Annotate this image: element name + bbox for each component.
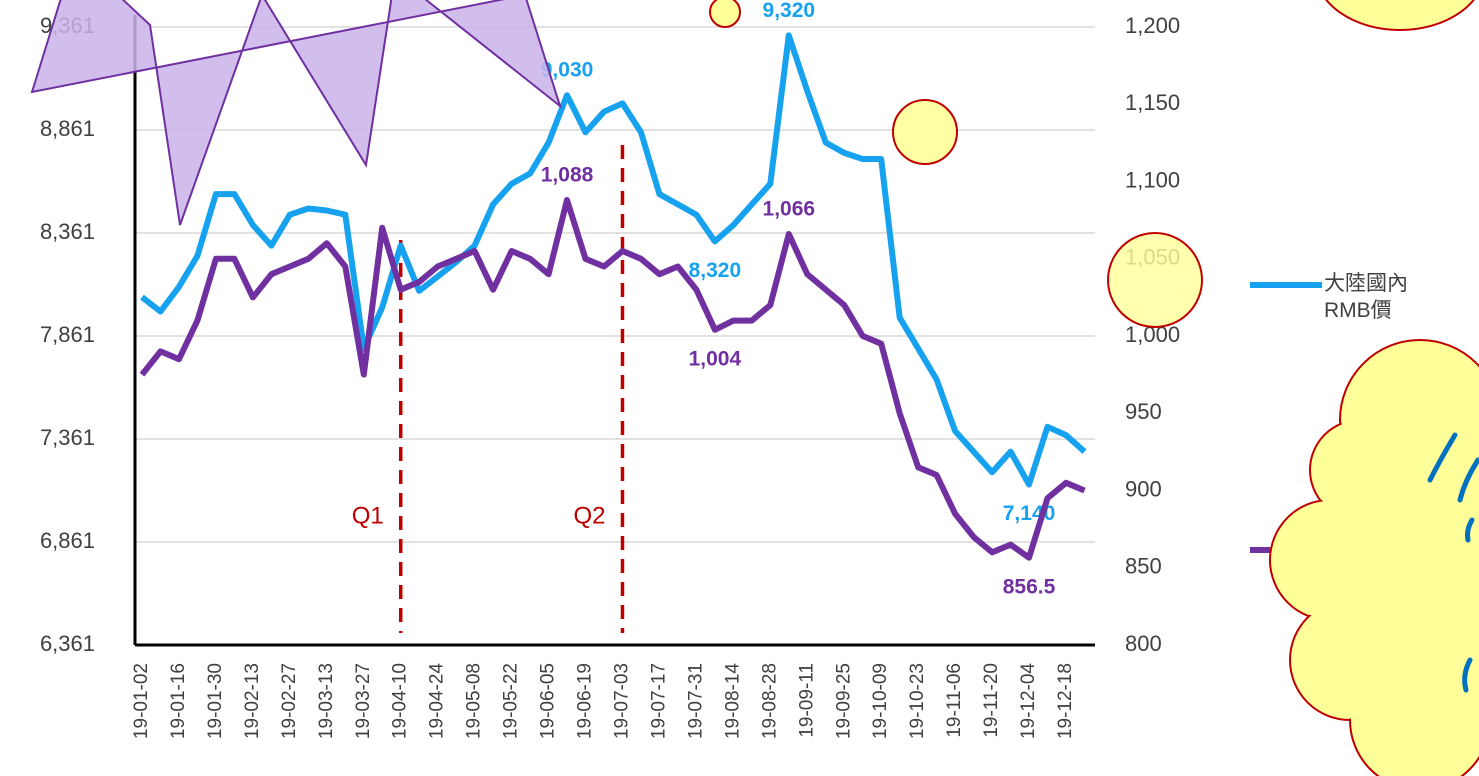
legend-label: 大陸國內RMB價 [1324,272,1408,323]
x-tick-label: 19-08-28 [759,663,780,739]
data-label: 856.5 [1003,575,1056,598]
data-label: 9,320 [763,0,816,22]
data-label: 9,030 [541,59,594,82]
x-tick-label: 19-10-09 [870,663,891,739]
plot-area: 6,3616,8617,3617,8618,3618,8619,36180085… [40,0,1429,739]
x-tick-label: 19-05-22 [501,663,522,739]
x-tick-label: 19-11-06 [944,663,965,738]
x-tick-label: 19-09-11 [796,663,817,738]
x-tick-label: 19-10-23 [907,663,928,739]
x-tick-label: 19-11-20 [981,663,1002,738]
x-tick-label: 19-05-08 [464,663,485,739]
yellow-circle [709,0,741,28]
y2-tick-label: 1,200 [1125,13,1180,38]
yellow-circle [1107,232,1203,328]
cloud-stroke [1427,432,1458,483]
x-tick-label: 19-08-14 [722,663,743,739]
x-tick-label: 19-03-13 [316,663,337,739]
x-tick-label: 19-04-10 [390,663,411,739]
x-tick-label: 19-06-19 [575,663,596,739]
data-label: 1,088 [541,164,594,187]
yellow-circle [1325,0,1475,31]
x-tick-label: 19-01-02 [131,663,152,739]
y-tick-label: 8,361 [40,219,95,244]
x-tick-label: 19-07-03 [611,663,632,739]
data-label: 1,066 [763,198,816,221]
cloud-stroke [1457,457,1479,503]
y-tick-label: 6,361 [40,631,95,656]
y-tick-label: 8,861 [40,116,95,141]
series-line [139,197,1086,561]
x-tick-label: 19-02-13 [242,663,263,739]
x-tick-label: 19-03-27 [353,663,374,739]
decorations [30,0,1475,328]
y2-tick-label: 800 [1125,631,1162,656]
y-tick-label: 6,861 [40,528,95,553]
y2-tick-label: 900 [1125,476,1162,501]
y2-tick-label: 850 [1125,554,1162,579]
data-label: 1,004 [689,347,742,370]
cloud-stroke [1462,657,1473,693]
data-label: 8,320 [689,259,742,282]
x-tick-label: 19-01-30 [205,663,226,739]
cloud [1269,339,1479,776]
x-tick-label: 19-01-16 [168,663,189,739]
x-tick-label: 19-06-05 [538,663,559,739]
x-tick-label: 19-12-18 [1055,663,1076,739]
series-line [140,32,1087,488]
y2-tick-label: 1,100 [1125,167,1180,192]
x-tick-label: 19-09-25 [833,663,854,739]
cloud-stroke [1465,517,1475,543]
y2-tick-label: 950 [1125,399,1162,424]
annotation-label: Q2 [573,502,605,529]
cloud-fill [1321,481,1479,639]
y-tick-label: 7,861 [40,322,95,347]
star-shape [30,0,562,226]
cloud-fill [1351,651,1479,776]
x-tick-label: 19-04-24 [427,663,448,739]
x-tick-label: 19-07-17 [648,663,669,739]
y2-tick-label: 1,150 [1125,90,1180,115]
annotation-label: Q1 [352,502,384,529]
x-tick-label: 19-02-27 [279,663,300,739]
yellow-circle [892,99,958,165]
y-tick-label: 7,361 [40,425,95,450]
x-tick-label: 19-12-04 [1018,663,1039,739]
legend-item: 大陸國內RMB價 [1324,272,1408,323]
x-tick-label: 19-07-31 [685,663,706,739]
